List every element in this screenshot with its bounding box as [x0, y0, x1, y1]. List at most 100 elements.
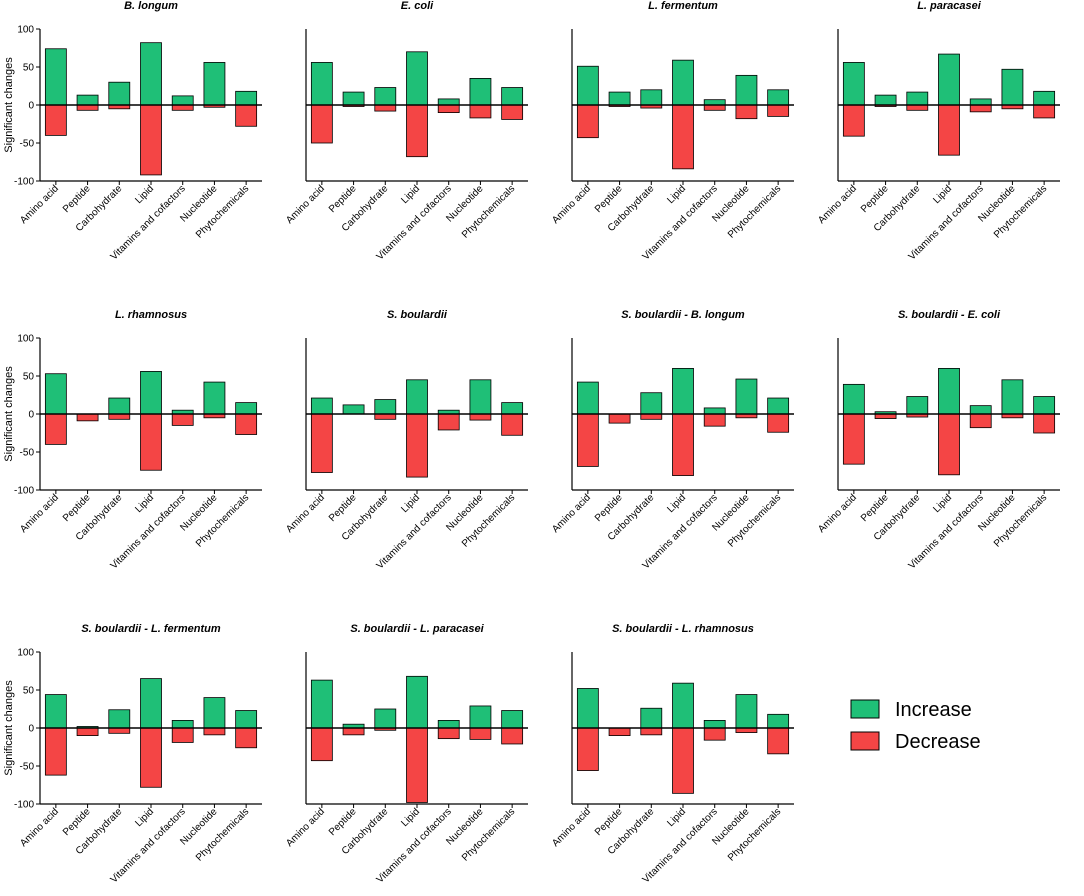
- bar-increase-peptide: [76, 94, 99, 106]
- bar-decrease-carbohydrate: [640, 413, 663, 420]
- chart-title: S. boulardii - E. coli: [898, 309, 1001, 321]
- chart-title: S. boulardii - L. fermentum: [81, 623, 221, 635]
- bar-increase-amino-acid: [310, 679, 333, 729]
- x-tick-label: Lipid: [399, 806, 422, 829]
- x-tick-label: Lipid: [399, 492, 422, 515]
- bar-increase-vitamins-and-cofactors: [703, 407, 726, 415]
- x-tick-label: Peptide: [327, 183, 359, 215]
- chart-panel-b-longum: B. longum 100 50 0 -50 -100 Significant change…: [3, 0, 262, 263]
- bar-decrease-lipid: [406, 104, 428, 158]
- bar-decrease-amino-acid: [310, 727, 333, 762]
- x-tick-label: Peptide: [327, 806, 359, 838]
- bar-increase-phytochemicals: [767, 713, 790, 729]
- bar-increase-lipid: [406, 51, 428, 106]
- x-tick-label: Peptide: [593, 492, 625, 524]
- chart-panel-s-boulardii-l-rhamnosus: S. boulardii - L. rhamnosus Amino acid Pep…: [550, 623, 794, 886]
- y-tick-label: 0: [28, 724, 34, 735]
- x-tick-label: Lipid: [133, 183, 156, 206]
- bar-increase-nucleotide: [203, 381, 226, 415]
- bar-increase-lipid: [406, 675, 428, 729]
- y-tick-label: 100: [17, 334, 34, 345]
- x-tick-label: Lipid: [665, 806, 688, 829]
- chart-title: L. rhamnosus: [115, 309, 187, 321]
- bar-increase-amino-acid: [310, 62, 333, 106]
- y-tick-label: 100: [17, 25, 34, 36]
- bar-increase-lipid: [672, 367, 694, 415]
- bar-increase-nucleotide: [469, 78, 492, 106]
- bar-increase-nucleotide: [469, 705, 492, 729]
- y-tick-label: -100: [14, 800, 34, 811]
- bar-increase-phytochemicals: [501, 402, 524, 415]
- bar-decrease-phytochemicals: [767, 104, 790, 117]
- bar-decrease-carbohydrate: [374, 104, 397, 112]
- bar-increase-vitamins-and-cofactors: [703, 99, 726, 106]
- x-tick-label: Peptide: [61, 183, 93, 215]
- bar-decrease-carbohydrate: [108, 727, 131, 734]
- bar-increase-peptide: [342, 404, 365, 415]
- bar-decrease-vitamins-and-cofactors: [171, 104, 194, 111]
- bar-decrease-nucleotide: [469, 104, 492, 119]
- bar-decrease-amino-acid: [576, 413, 599, 467]
- y-tick-label: 100: [17, 648, 34, 659]
- y-tick-label: 0: [28, 410, 34, 421]
- bar-increase-lipid: [406, 379, 428, 415]
- bar-increase-lipid: [938, 53, 960, 106]
- bar-decrease-amino-acid: [576, 727, 599, 771]
- chart-title: S. boulardii - B. longum: [621, 309, 745, 321]
- x-tick-label: Peptide: [859, 492, 891, 524]
- bar-decrease-vitamins-and-cofactors: [703, 104, 726, 111]
- x-tick-label: Lipid: [133, 492, 156, 515]
- x-tick-label: Lipid: [133, 806, 156, 829]
- bar-increase-amino-acid: [44, 373, 67, 415]
- chart-title: S. boulardii - L. paracasei: [350, 623, 484, 635]
- bar-increase-carbohydrate: [108, 709, 131, 729]
- legend-swatch-increase: [850, 699, 880, 719]
- bar-decrease-phytochemicals: [235, 104, 258, 127]
- bar-decrease-vitamins-and-cofactors: [969, 413, 992, 429]
- bar-increase-phytochemicals: [1033, 90, 1056, 106]
- bar-increase-phytochemicals: [501, 710, 524, 729]
- x-tick-label: Amino acid: [550, 492, 593, 535]
- bar-decrease-vitamins-and-cofactors: [437, 413, 460, 431]
- bar-decrease-lipid: [938, 413, 960, 476]
- legend: Increase Decrease: [850, 699, 981, 753]
- bar-increase-phytochemicals: [767, 397, 790, 415]
- bar-decrease-phytochemicals: [501, 104, 524, 120]
- bar-increase-vitamins-and-cofactors: [437, 98, 460, 106]
- bar-increase-nucleotide: [735, 74, 758, 106]
- legend-swatch-decrease: [850, 731, 880, 751]
- chart-title: L. paracasei: [917, 0, 982, 12]
- bar-increase-amino-acid: [842, 62, 865, 106]
- x-tick-label: Peptide: [61, 806, 93, 838]
- x-tick-label: Amino acid: [550, 183, 593, 226]
- y-tick-label: -100: [14, 486, 34, 497]
- bar-decrease-lipid: [406, 413, 428, 478]
- bar-increase-nucleotide: [1001, 68, 1024, 106]
- bar-increase-carbohydrate: [640, 89, 663, 106]
- x-tick-label: Peptide: [593, 183, 625, 215]
- bar-decrease-lipid: [672, 104, 694, 170]
- bar-decrease-amino-acid: [842, 413, 865, 465]
- bar-decrease-lipid: [672, 727, 694, 794]
- x-tick-label: Peptide: [327, 492, 359, 524]
- bar-decrease-vitamins-and-cofactors: [703, 727, 726, 741]
- bar-decrease-phytochemicals: [235, 727, 258, 749]
- bar-increase-carbohydrate: [374, 87, 397, 106]
- bar-decrease-nucleotide: [203, 727, 226, 736]
- y-tick-label: 50: [23, 63, 35, 74]
- bar-increase-phytochemicals: [235, 402, 258, 415]
- bar-decrease-lipid: [406, 727, 428, 803]
- bar-decrease-lipid: [140, 104, 162, 176]
- bar-decrease-amino-acid: [44, 413, 67, 445]
- y-axis-label: Significant changes: [3, 57, 15, 153]
- x-tick-label: Lipid: [665, 183, 688, 206]
- chart-panel-l-rhamnosus: L. rhamnosus 100 50 0 -50 -100 Significant cha…: [3, 309, 262, 572]
- bar-increase-carbohydrate: [640, 707, 663, 729]
- bar-increase-lipid: [672, 59, 694, 106]
- bar-increase-phytochemicals: [235, 710, 258, 729]
- bar-increase-nucleotide: [469, 379, 492, 415]
- chart-panel-s-boulardii-l-fermentum: S. boulardii - L. fermentum 100 50 0 -50 -100…: [3, 623, 262, 886]
